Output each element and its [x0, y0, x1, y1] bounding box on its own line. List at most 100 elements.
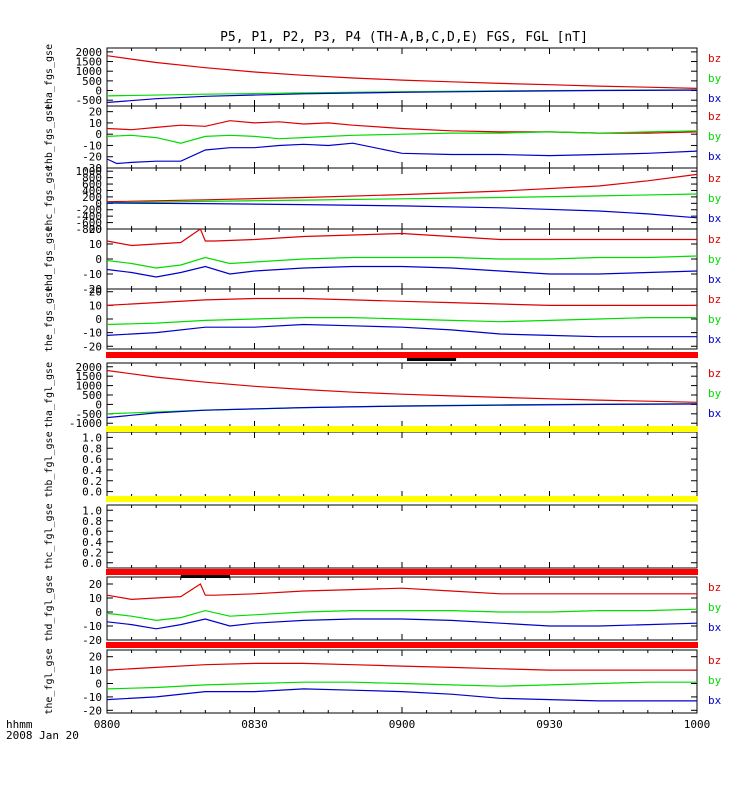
series-line-bx [106, 618, 698, 630]
y-axis-label: thc_fgl_gse [44, 503, 55, 569]
y-tick-label: -10 [82, 268, 102, 281]
y-tick-label: 0 [95, 128, 102, 141]
y-tick-label: -500 [76, 94, 103, 107]
y-tick-label: 500 [82, 75, 102, 88]
y-tick-label: 20 [89, 578, 102, 591]
y-axis-label: thc_fgs_gse [44, 165, 55, 231]
y-tick-label: 0.8 [82, 515, 102, 528]
series-line-by [106, 608, 698, 622]
legend-bz: bz [708, 581, 721, 594]
legend-bz: bz [708, 293, 721, 306]
y-axis-label: tha_fgs_gse [44, 44, 55, 110]
x-axis-labels: 0800 0830 0900 0930 1000 [94, 718, 711, 731]
y-tick-label: 200 [82, 191, 102, 204]
legend-bx: bx [708, 407, 722, 420]
y-tick-label: 0.6 [82, 525, 102, 538]
y-tick-label: -10 [82, 620, 102, 633]
y-tick-label: 20 [89, 223, 102, 236]
series-line-bx [106, 323, 697, 338]
panel-8: 1.00.80.60.40.20.0 thc_fgl_gse [44, 503, 698, 570]
mode-bar-segment [180, 575, 230, 578]
y-tick-label: 1500 [76, 56, 103, 69]
y-tick-label: 0.4 [82, 536, 102, 549]
x-tick-label: 0830 [241, 718, 268, 731]
x-tick-label: 0930 [536, 718, 563, 731]
y-axis-label: thd_fgs_gse [44, 226, 55, 292]
y-tick-label: 1.0 [82, 504, 102, 517]
panel-frame [106, 649, 698, 714]
x-tick-label: 0800 [94, 718, 121, 731]
x-unit-label: hhmm [6, 718, 33, 731]
y-tick-label: 0 [95, 253, 102, 266]
series-line-bz [106, 120, 698, 134]
y-tick-label: 20 [89, 286, 102, 299]
series-line-bx [106, 89, 698, 104]
y-tick-label: -20 [82, 704, 102, 717]
series-line-bz [106, 369, 698, 403]
y-tick-label: -1000 [69, 417, 102, 430]
y-tick-label: -10 [82, 139, 102, 152]
series-line-bz [106, 583, 697, 601]
y-tick-label: 0 [95, 197, 102, 210]
series-line-by [106, 193, 698, 204]
y-tick-label: 1000 [76, 65, 103, 78]
y-tick-label: -20 [82, 340, 102, 353]
y-tick-label: -800 [76, 223, 103, 236]
panel-7: 1.00.80.60.40.20.0 thb_fgl_gse [44, 431, 698, 499]
y-tick-label: 2000 [76, 361, 103, 374]
y-tick-label: -400 [76, 210, 103, 223]
panel-frame [106, 362, 698, 428]
legend-bz: bz [708, 233, 721, 246]
y-tick-label: 800 [82, 172, 102, 185]
y-tick-label: 10 [89, 299, 102, 312]
y-axis-label: thb_fgl_gse [44, 431, 55, 497]
y-tick-label: 1000 [76, 165, 103, 178]
series-line-by [106, 255, 698, 269]
panel-4: 20 10 0 -10 -20 thd_fgs_gse bz by bx [44, 223, 722, 296]
y-tick-label: -600 [76, 217, 103, 230]
y-tick-label: 10 [89, 592, 102, 605]
y-tick-label: -500 [76, 408, 103, 421]
legend-bx: bx [708, 273, 722, 286]
legend-bx: bx [708, 621, 722, 634]
y-tick-label: -30 [82, 162, 102, 175]
mode-bar [106, 642, 698, 648]
y-axis-label: thb_fgs_gse [44, 104, 55, 170]
y-tick-label: 0.2 [82, 475, 102, 488]
series-line-bx [106, 265, 698, 278]
legend-bx: bx [708, 150, 722, 163]
legend-by: by [708, 253, 722, 266]
series-line-bz [106, 55, 698, 89]
legend-bx: bx [708, 333, 722, 346]
y-tick-label: 0.2 [82, 546, 102, 559]
y-tick-label: 0 [95, 85, 102, 98]
panel-frame [106, 504, 698, 569]
legend-by: by [708, 130, 722, 143]
mode-bar-segment [406, 358, 457, 361]
panel-frame [106, 228, 698, 290]
y-tick-label: 0 [95, 398, 102, 411]
legend-bz: bz [708, 654, 721, 667]
series-line-by [106, 317, 697, 326]
y-tick-label: 500 [82, 389, 102, 402]
legend-by: by [708, 387, 722, 400]
y-tick-label: 0 [95, 678, 102, 691]
y-tick-label: 0.8 [82, 442, 102, 455]
y-tick-label: -10 [82, 327, 102, 340]
y-axis-label: the_fgl_gse [44, 648, 55, 714]
y-tick-label: -20 [82, 151, 102, 164]
legend-by: by [708, 674, 722, 687]
y-tick-label: 1000 [76, 380, 103, 393]
legend-bx: bx [708, 212, 722, 225]
y-tick-label: -20 [82, 283, 102, 296]
mode-bars-group [106, 352, 698, 648]
y-tick-label: 2000 [76, 46, 103, 59]
y-tick-label: 0.4 [82, 464, 102, 477]
